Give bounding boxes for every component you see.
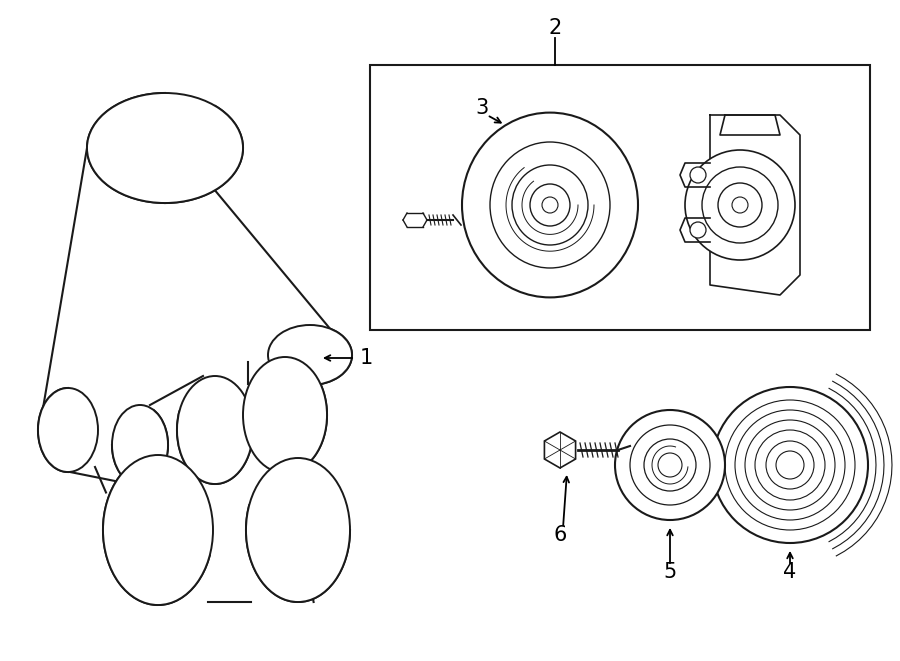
Ellipse shape bbox=[530, 184, 570, 226]
Ellipse shape bbox=[745, 420, 835, 510]
Ellipse shape bbox=[702, 167, 778, 243]
Ellipse shape bbox=[177, 376, 253, 484]
Ellipse shape bbox=[685, 150, 795, 260]
Ellipse shape bbox=[690, 222, 706, 238]
Ellipse shape bbox=[38, 388, 98, 472]
Ellipse shape bbox=[690, 167, 706, 183]
Ellipse shape bbox=[735, 410, 845, 520]
Polygon shape bbox=[544, 432, 576, 468]
Ellipse shape bbox=[755, 430, 825, 500]
Text: 4: 4 bbox=[783, 562, 796, 582]
Ellipse shape bbox=[112, 405, 168, 485]
Ellipse shape bbox=[718, 183, 762, 227]
Ellipse shape bbox=[776, 451, 804, 479]
Ellipse shape bbox=[490, 142, 610, 268]
Ellipse shape bbox=[246, 458, 350, 602]
Ellipse shape bbox=[725, 400, 855, 530]
Text: 6: 6 bbox=[554, 525, 567, 545]
Ellipse shape bbox=[268, 325, 352, 385]
Text: 3: 3 bbox=[475, 98, 489, 118]
Ellipse shape bbox=[512, 165, 588, 245]
Ellipse shape bbox=[732, 197, 748, 213]
Polygon shape bbox=[710, 115, 800, 295]
Ellipse shape bbox=[542, 197, 558, 213]
Ellipse shape bbox=[658, 453, 682, 477]
Ellipse shape bbox=[462, 112, 638, 297]
Ellipse shape bbox=[243, 357, 327, 473]
Bar bbox=[370, 65, 870, 330]
Ellipse shape bbox=[630, 425, 710, 505]
Ellipse shape bbox=[103, 455, 213, 605]
Ellipse shape bbox=[87, 93, 243, 203]
Ellipse shape bbox=[615, 410, 725, 520]
Text: 5: 5 bbox=[663, 562, 677, 582]
Ellipse shape bbox=[766, 441, 814, 489]
Text: 2: 2 bbox=[548, 18, 562, 38]
Ellipse shape bbox=[644, 439, 696, 491]
Text: 1: 1 bbox=[360, 348, 373, 368]
Ellipse shape bbox=[712, 387, 868, 543]
